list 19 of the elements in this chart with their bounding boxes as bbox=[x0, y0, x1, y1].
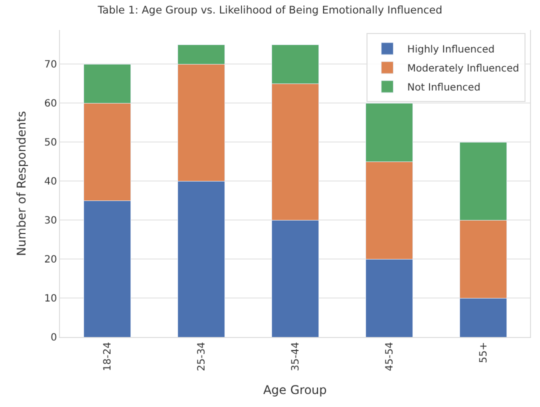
y-tick-label: 70 bbox=[44, 60, 57, 71]
y-tick-label: 30 bbox=[44, 216, 57, 227]
x-tick-label: 18-24 bbox=[102, 342, 114, 372]
y-tick-label: 60 bbox=[44, 98, 57, 110]
x-tick-label: 35-44 bbox=[290, 342, 302, 372]
legend-label: Not Influenced bbox=[407, 82, 480, 94]
y-tick-label: 10 bbox=[44, 294, 57, 305]
y-axis-title: Number of Respondents bbox=[14, 111, 29, 256]
y-tick-label: 50 bbox=[44, 138, 57, 149]
y-tick-label: 0 bbox=[50, 332, 57, 344]
legend-label: Moderately Influenced bbox=[407, 63, 520, 74]
y-tick-label: 20 bbox=[44, 254, 57, 266]
chart-title: Table 1: Age Group vs. Likelihood of Being Emotionally Influenced bbox=[96, 4, 442, 16]
x-tick-label: 45-54 bbox=[384, 342, 396, 372]
x-axis-title: Age Group bbox=[263, 382, 327, 397]
legend-label: Highly Influenced bbox=[407, 44, 495, 56]
x-tick-label: 55+ bbox=[478, 342, 490, 364]
x-tick-label: 25-34 bbox=[196, 342, 208, 372]
y-tick-label: 40 bbox=[44, 176, 57, 188]
